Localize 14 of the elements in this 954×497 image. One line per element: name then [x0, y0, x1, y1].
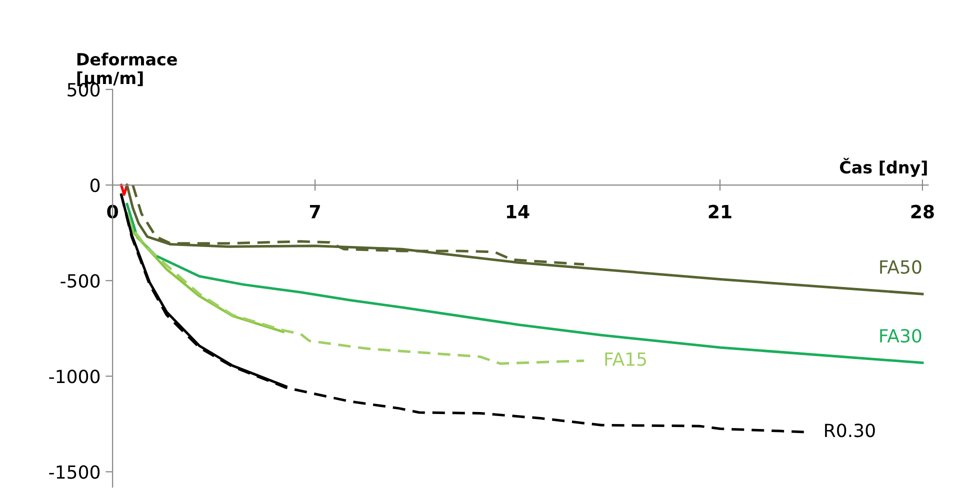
y-tick-label: -500: [60, 274, 100, 288]
x-axis-title: Čas [dny]: [840, 158, 927, 177]
series-label: FA30: [880, 328, 922, 343]
y-tick-label: -1000: [49, 370, 100, 384]
x-tick-label: 28: [911, 204, 934, 218]
series-label: FA50: [880, 260, 922, 274]
x-tick-label: 0: [107, 204, 118, 218]
x-tick-label: 21: [708, 204, 732, 218]
x-tick-label: 7: [310, 205, 320, 218]
y-tick-label: 0: [90, 178, 100, 192]
y-tick-label: -1500: [49, 465, 100, 479]
x-tick-label: 14: [506, 205, 530, 218]
series-label: R0.30: [825, 424, 875, 438]
series-label: FA15: [605, 352, 646, 366]
